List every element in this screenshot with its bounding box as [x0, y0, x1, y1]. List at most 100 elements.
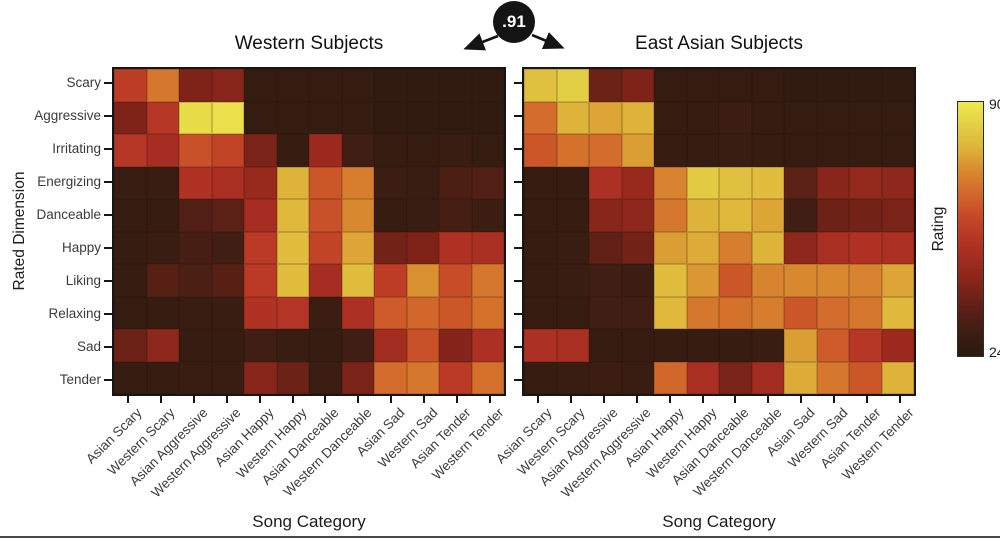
- heatmap-cell: [276, 134, 309, 167]
- heatmap-cell: [439, 264, 472, 297]
- heatmap-cell: [374, 166, 407, 199]
- x-axis-tick: [898, 396, 901, 403]
- heatmap-cell: [719, 296, 752, 329]
- heatmap-cell: [406, 296, 439, 329]
- heatmap-cell: [374, 69, 407, 102]
- x-axis-tick: [225, 396, 228, 403]
- heatmap-cell: [211, 134, 244, 167]
- heatmap-cell: [556, 134, 589, 167]
- heatmap-cell: [849, 231, 882, 264]
- heatmap-cell: [556, 231, 589, 264]
- heatmap-cell: [406, 361, 439, 394]
- heatmap-cell: [276, 199, 309, 232]
- heatmap-cell: [816, 264, 849, 297]
- heatmap-cell: [621, 199, 654, 232]
- heatmap-cell: [211, 361, 244, 394]
- heatmap-cell: [589, 199, 622, 232]
- x-axis-tick: [800, 396, 803, 403]
- heatmap-cell: [211, 231, 244, 264]
- heatmap-cell: [146, 361, 179, 394]
- heatmap-cell: [244, 329, 277, 362]
- y-axis-tick: [514, 115, 522, 118]
- heatmap-cell: [309, 264, 342, 297]
- x-axis-tick: [767, 396, 770, 403]
- heatmap-cell: [309, 101, 342, 134]
- heatmap-cell: [784, 166, 817, 199]
- heatmap-cell: [719, 101, 752, 134]
- heatmap-cell: [309, 361, 342, 394]
- heatmap-cell: [276, 264, 309, 297]
- heatmap-cell: [751, 101, 784, 134]
- heatmap-cell: [556, 199, 589, 232]
- heatmap-cell: [471, 361, 504, 394]
- heatmap-cell: [114, 231, 147, 264]
- y-axis-tick: [514, 181, 522, 184]
- heatmap-cell: [816, 231, 849, 264]
- heatmap-western-subjects: [112, 67, 506, 396]
- heatmap-cell: [114, 134, 147, 167]
- heatmap-cell: [849, 361, 882, 394]
- heatmap-cell: [276, 101, 309, 134]
- heatmap-cell: [341, 101, 374, 134]
- heatmap-cell: [556, 361, 589, 394]
- x-axis-tick: [570, 396, 573, 403]
- x-axis-tick: [258, 396, 261, 403]
- heatmap-cell: [654, 101, 687, 134]
- x-axis-title-western: Song Category: [252, 512, 366, 531]
- heatmap-cell: [849, 101, 882, 134]
- heatmap-cell: [341, 166, 374, 199]
- panel-title-east-asian: East Asian Subjects: [635, 33, 803, 54]
- x-axis-tick: [488, 396, 491, 403]
- heatmap-cell: [439, 101, 472, 134]
- heatmap-cell: [179, 166, 212, 199]
- y-axis-label: Happy: [61, 239, 101, 255]
- y-axis-label: Relaxing: [48, 305, 101, 321]
- heatmap-cell: [816, 166, 849, 199]
- heatmap-cell: [621, 166, 654, 199]
- y-axis-tick: [104, 378, 112, 381]
- heatmap-cell: [374, 329, 407, 362]
- heatmap-cell: [439, 69, 472, 102]
- heatmap-cell: [686, 296, 719, 329]
- heatmap-cell: [244, 69, 277, 102]
- x-axis-tick: [291, 396, 294, 403]
- heatmap-cell: [114, 199, 147, 232]
- y-axis-tick: [514, 214, 522, 217]
- heatmap-cell: [471, 101, 504, 134]
- heatmap-cell: [439, 231, 472, 264]
- heatmap-cell: [556, 69, 589, 102]
- heatmap-cell: [654, 166, 687, 199]
- heatmap-cell: [211, 329, 244, 362]
- heatmap-cell: [244, 166, 277, 199]
- heatmap-cell: [439, 134, 472, 167]
- heatmap-cell: [524, 101, 557, 134]
- heatmap-cell: [244, 231, 277, 264]
- heatmap-cell: [114, 329, 147, 362]
- x-axis-title-east-asian: Song Category: [662, 512, 776, 531]
- heatmap-cell: [179, 134, 212, 167]
- heatmap-cell: [374, 264, 407, 297]
- heatmap-cell: [341, 199, 374, 232]
- heatmap-cell: [654, 231, 687, 264]
- heatmap-cell: [146, 296, 179, 329]
- heatmap-cell: [471, 296, 504, 329]
- y-axis-label: Scary: [66, 75, 101, 91]
- heatmap-cell: [589, 264, 622, 297]
- heatmap-cell: [374, 296, 407, 329]
- heatmap-cell: [406, 199, 439, 232]
- heatmap-cell: [244, 264, 277, 297]
- heatmap-cell: [816, 361, 849, 394]
- heatmap-cell: [784, 361, 817, 394]
- heatmap-cell: [341, 296, 374, 329]
- heatmap-cell: [589, 101, 622, 134]
- heatmap-cell: [784, 264, 817, 297]
- heatmap-cell: [146, 134, 179, 167]
- y-axis-tick: [514, 148, 522, 151]
- heatmap-cell: [179, 264, 212, 297]
- heatmap-cell: [406, 101, 439, 134]
- heatmap-cell: [816, 101, 849, 134]
- heatmap-cell: [276, 361, 309, 394]
- heatmap-cell: [276, 296, 309, 329]
- heatmap-cell: [471, 69, 504, 102]
- y-axis-label: Danceable: [36, 207, 101, 223]
